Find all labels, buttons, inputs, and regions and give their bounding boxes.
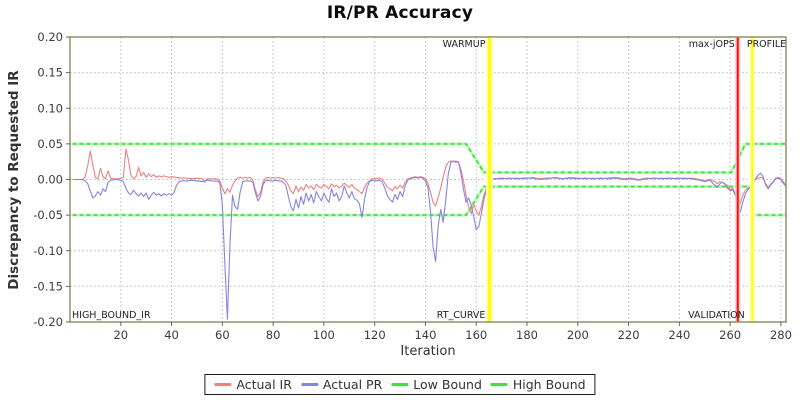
y-tick-label: 0.10: [37, 101, 63, 115]
marker-line-profile: [751, 37, 754, 322]
marker-label-validation: VALIDATION: [688, 310, 745, 321]
legend-swatch: [300, 383, 318, 386]
y-tick-label: -0.15: [33, 279, 63, 293]
annotation-high-bound-ir: HIGH_BOUND_IR: [72, 310, 151, 321]
marker-label-max-jops: max-jOPS: [689, 39, 735, 50]
x-tick-label: 40: [164, 328, 179, 342]
legend-item-actual-ir: Actual IR: [214, 377, 292, 392]
legend-label: Actual IR: [236, 377, 292, 392]
series-actual-ir: [72, 148, 787, 216]
x-tick-label: 160: [465, 328, 487, 342]
x-tick-label: 260: [719, 328, 741, 342]
marker-label-profile: PROFILE: [747, 39, 786, 50]
y-tick-label: -0.20: [33, 315, 63, 329]
x-tick-label: 200: [567, 328, 589, 342]
legend-swatch: [214, 383, 232, 386]
y-tick-label: 0.15: [37, 66, 63, 80]
legend: Actual IR Actual PR Low Bound High Bound: [204, 374, 596, 395]
marker-label-warmup: WARMUP: [443, 39, 486, 50]
y-tick-label: 0.20: [37, 30, 63, 44]
x-axis-title: Iteration: [400, 344, 456, 359]
legend-item-low-bound: Low Bound: [391, 377, 482, 392]
x-tick-label: 180: [516, 328, 538, 342]
x-tick-label: 140: [414, 328, 436, 342]
legend-label: Actual PR: [322, 377, 383, 392]
legend-item-actual-pr: Actual PR: [300, 377, 383, 392]
x-tick-label: 20: [113, 328, 128, 342]
marker-line-max-jops: [736, 37, 739, 322]
y-tick-label: 0.05: [37, 137, 63, 151]
chart-title: IR/PR Accuracy: [326, 3, 474, 23]
x-tick-label: 100: [313, 328, 335, 342]
y-tick-label: -0.05: [33, 208, 63, 222]
x-tick-label: 60: [215, 328, 230, 342]
x-tick-label: 280: [770, 328, 792, 342]
bound-line: [72, 185, 786, 216]
legend-label: Low Bound: [413, 377, 482, 392]
legend-item-high-bound: High Bound: [490, 377, 586, 392]
x-tick-label: 220: [618, 328, 640, 342]
x-tick-label: 80: [266, 328, 281, 342]
x-tick-label: 120: [364, 328, 386, 342]
marker-line-warmup: [487, 37, 491, 322]
marker-label-rt-curve: RT_CURVE: [437, 310, 486, 321]
x-tick-label: 240: [668, 328, 690, 342]
legend-swatch: [490, 383, 508, 386]
y-tick-label: -0.10: [33, 244, 63, 258]
legend-swatch: [391, 383, 409, 386]
legend-label: High Bound: [512, 377, 586, 392]
y-tick-label: 0.00: [37, 173, 63, 187]
series-actual-pr: [72, 160, 787, 320]
